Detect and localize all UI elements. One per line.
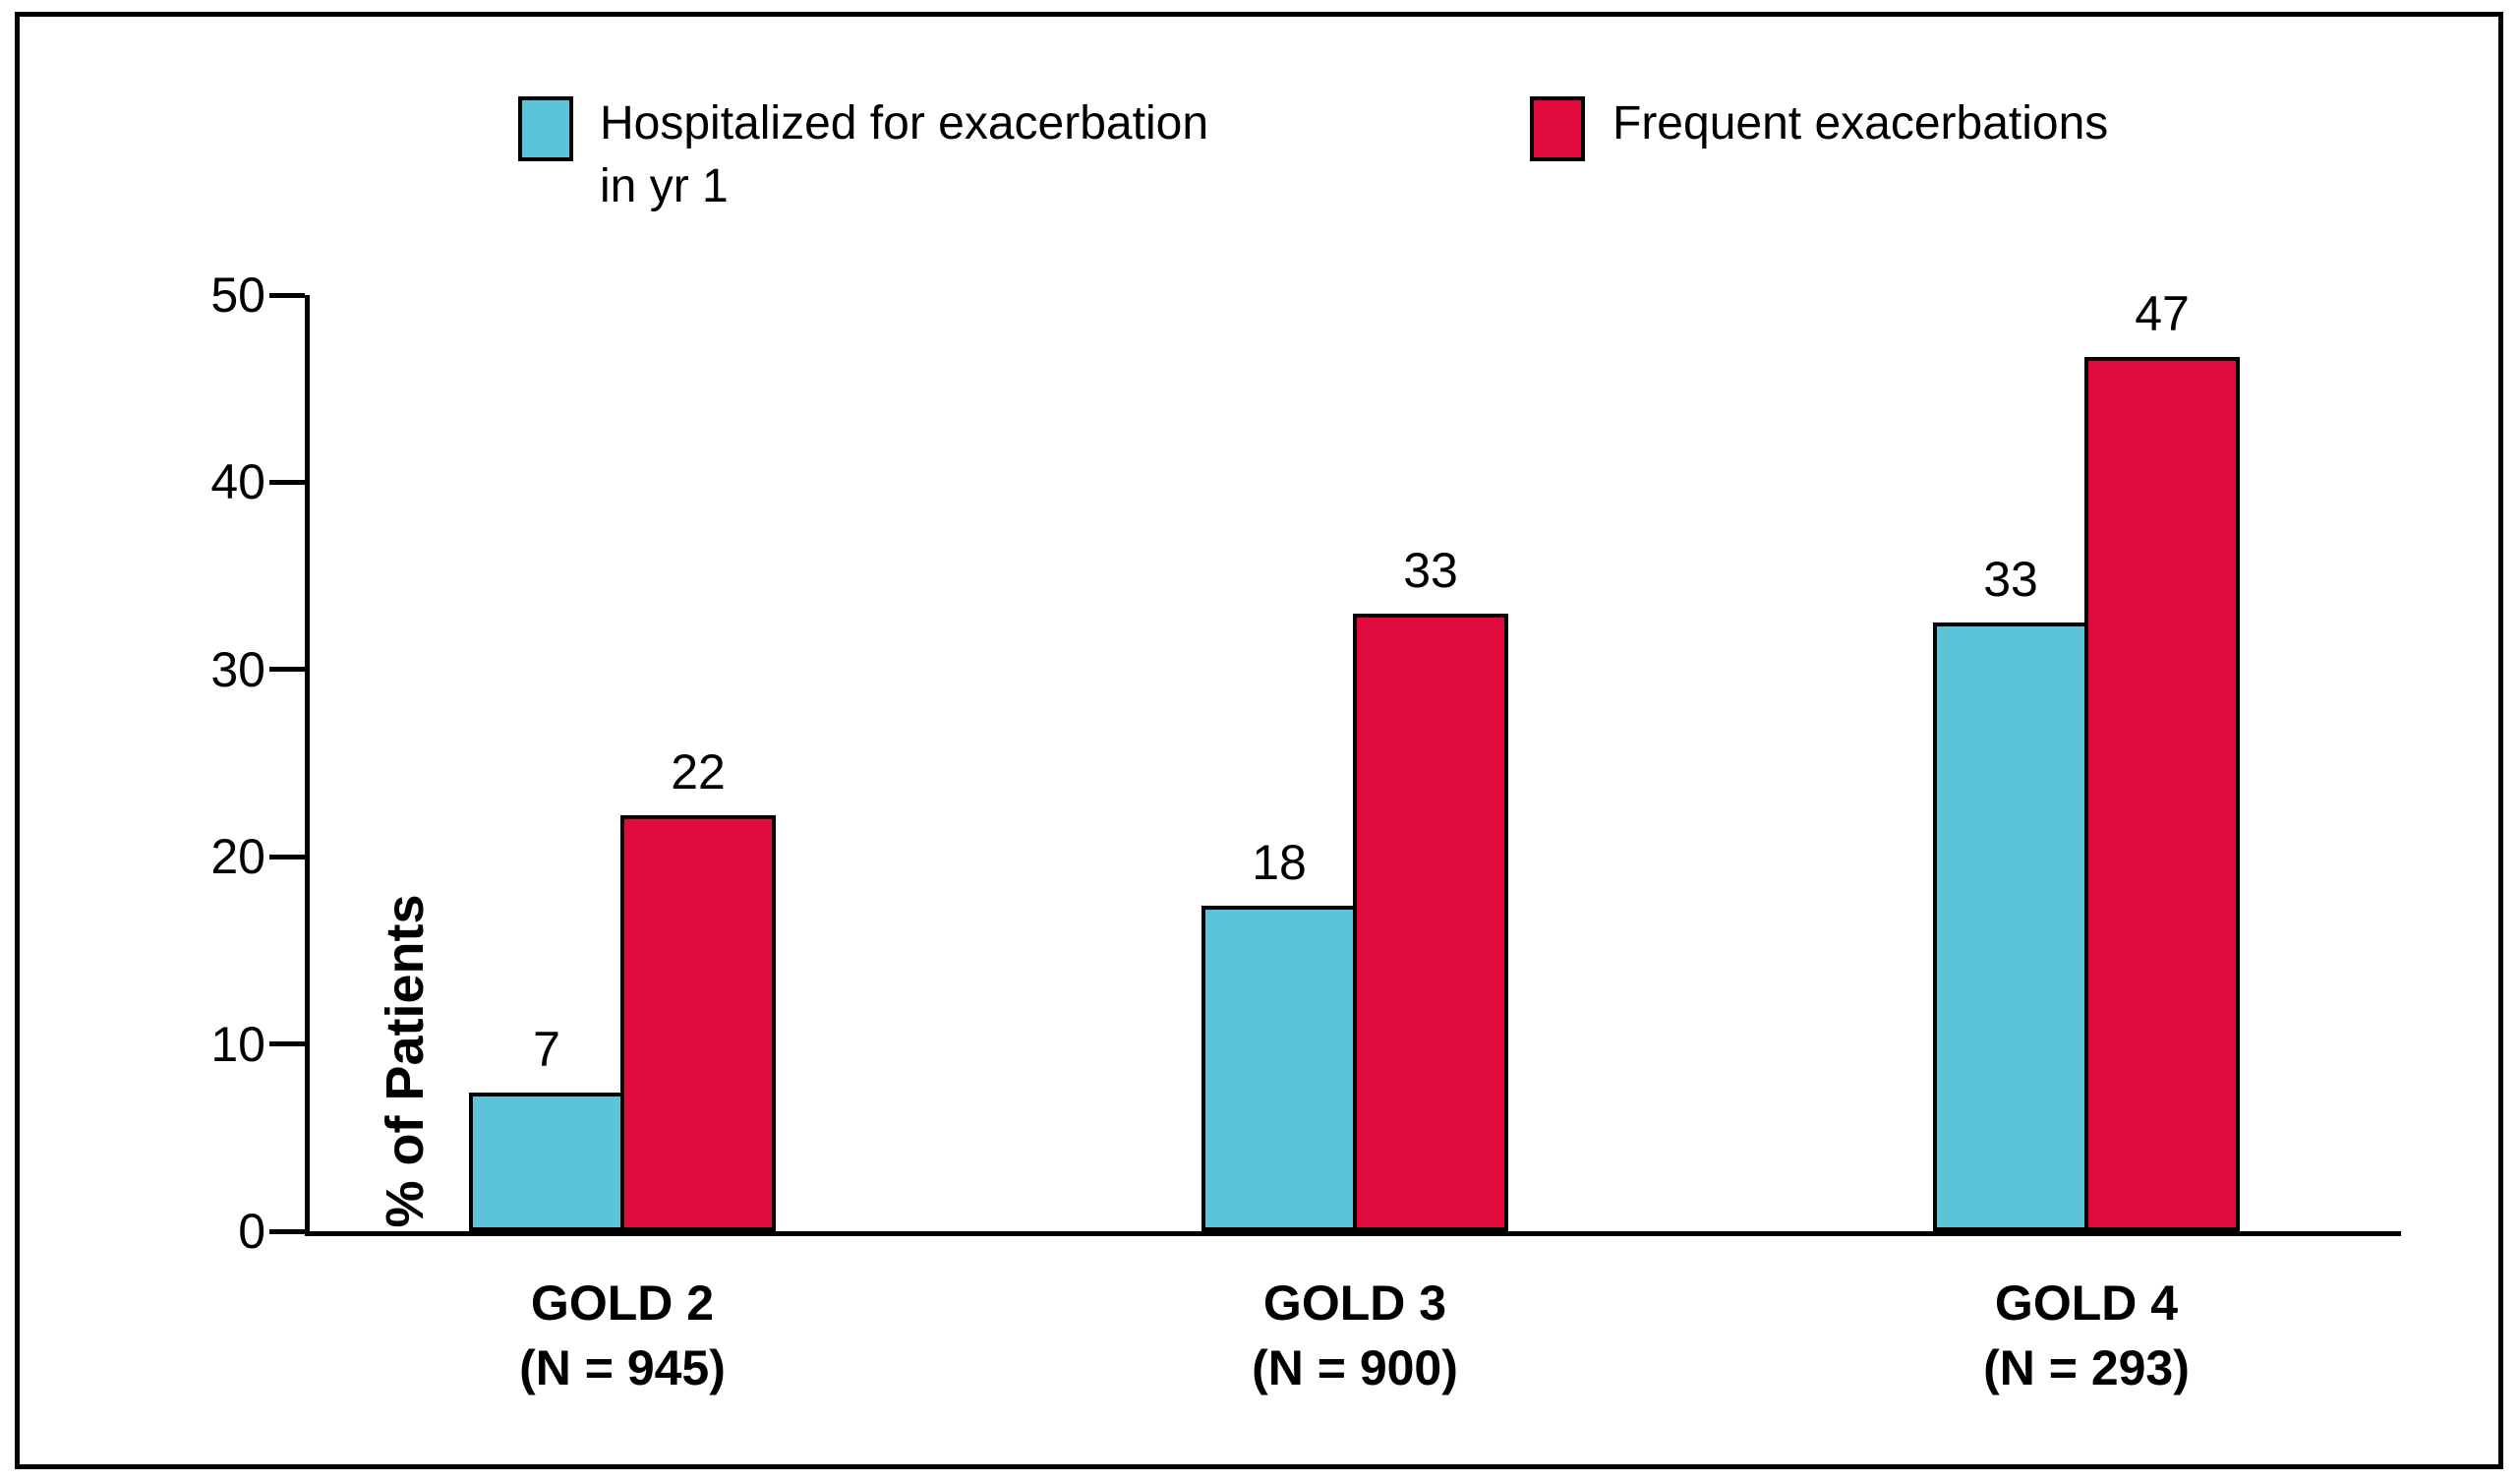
y-tick-mark-0 — [269, 1228, 305, 1234]
bar-value-gold3-hospitalized: 18 — [1252, 834, 1307, 890]
y-tick-label-50: 50 — [210, 267, 265, 323]
category-label-gold2-line1: GOLD 2 — [530, 1275, 715, 1331]
bar-gold4-frequent — [2084, 356, 2240, 1231]
legend-label-hospitalized-line1: Hospitalized for exacerbation — [600, 97, 1209, 149]
bar-gold3-hospitalized — [1201, 905, 1357, 1231]
bar-value-gold4-hospitalized: 33 — [1983, 552, 2038, 608]
legend-label-frequent-line1: Frequent exacerbations — [1612, 97, 2109, 149]
bar-gold2-hospitalized — [469, 1093, 624, 1231]
category-label-gold4-line2: (N = 293) — [1983, 1340, 2190, 1395]
y-tick-label-20: 20 — [210, 829, 265, 885]
plot-area: % of Patients 7 22 18 33 33 47 — [269, 286, 2401, 1236]
y-tick-mark-30 — [269, 667, 305, 673]
category-label-gold2: GOLD 2 (N = 945) — [367, 1271, 878, 1400]
bar-gold3-frequent — [1353, 613, 1508, 1231]
bar-gold4-hospitalized — [1933, 622, 2088, 1231]
category-label-gold4-line1: GOLD 4 — [1994, 1275, 2179, 1331]
legend-label-hospitalized: Hospitalized for exacerbation in yr 1 — [600, 92, 1208, 218]
y-tick-label-40: 40 — [210, 454, 265, 510]
bar-gold2-frequent — [620, 815, 776, 1231]
y-tick-mark-20 — [269, 854, 305, 860]
bar-value-gold4-frequent: 47 — [2135, 285, 2190, 341]
legend-swatch-hospitalized — [518, 96, 573, 161]
bar-value-gold2-hospitalized: 7 — [533, 1022, 560, 1078]
y-tick-mark-10 — [269, 1041, 305, 1047]
bar-value-gold3-frequent: 33 — [1403, 542, 1458, 598]
y-tick-label-0: 0 — [238, 1204, 265, 1259]
legend-label-hospitalized-line2: in yr 1 — [600, 160, 729, 212]
category-label-gold3-line1: GOLD 3 — [1262, 1275, 1447, 1331]
y-tick-label-30: 30 — [210, 641, 265, 697]
y-tick-mark-40 — [269, 479, 305, 485]
category-label-gold3: GOLD 3 (N = 900) — [1099, 1271, 1611, 1400]
y-tick-label-10: 10 — [210, 1016, 265, 1072]
bar-value-gold2-frequent: 22 — [671, 744, 726, 800]
legend-swatch-frequent — [1530, 96, 1585, 161]
y-tick-mark-50 — [269, 292, 305, 298]
figure-frame — [15, 12, 2503, 1469]
legend-label-frequent: Frequent exacerbations — [1612, 92, 2108, 155]
category-label-gold2-line2: (N = 945) — [519, 1340, 726, 1395]
category-label-gold4: GOLD 4 (N = 293) — [1831, 1271, 2342, 1400]
category-label-gold3-line2: (N = 900) — [1252, 1340, 1458, 1395]
